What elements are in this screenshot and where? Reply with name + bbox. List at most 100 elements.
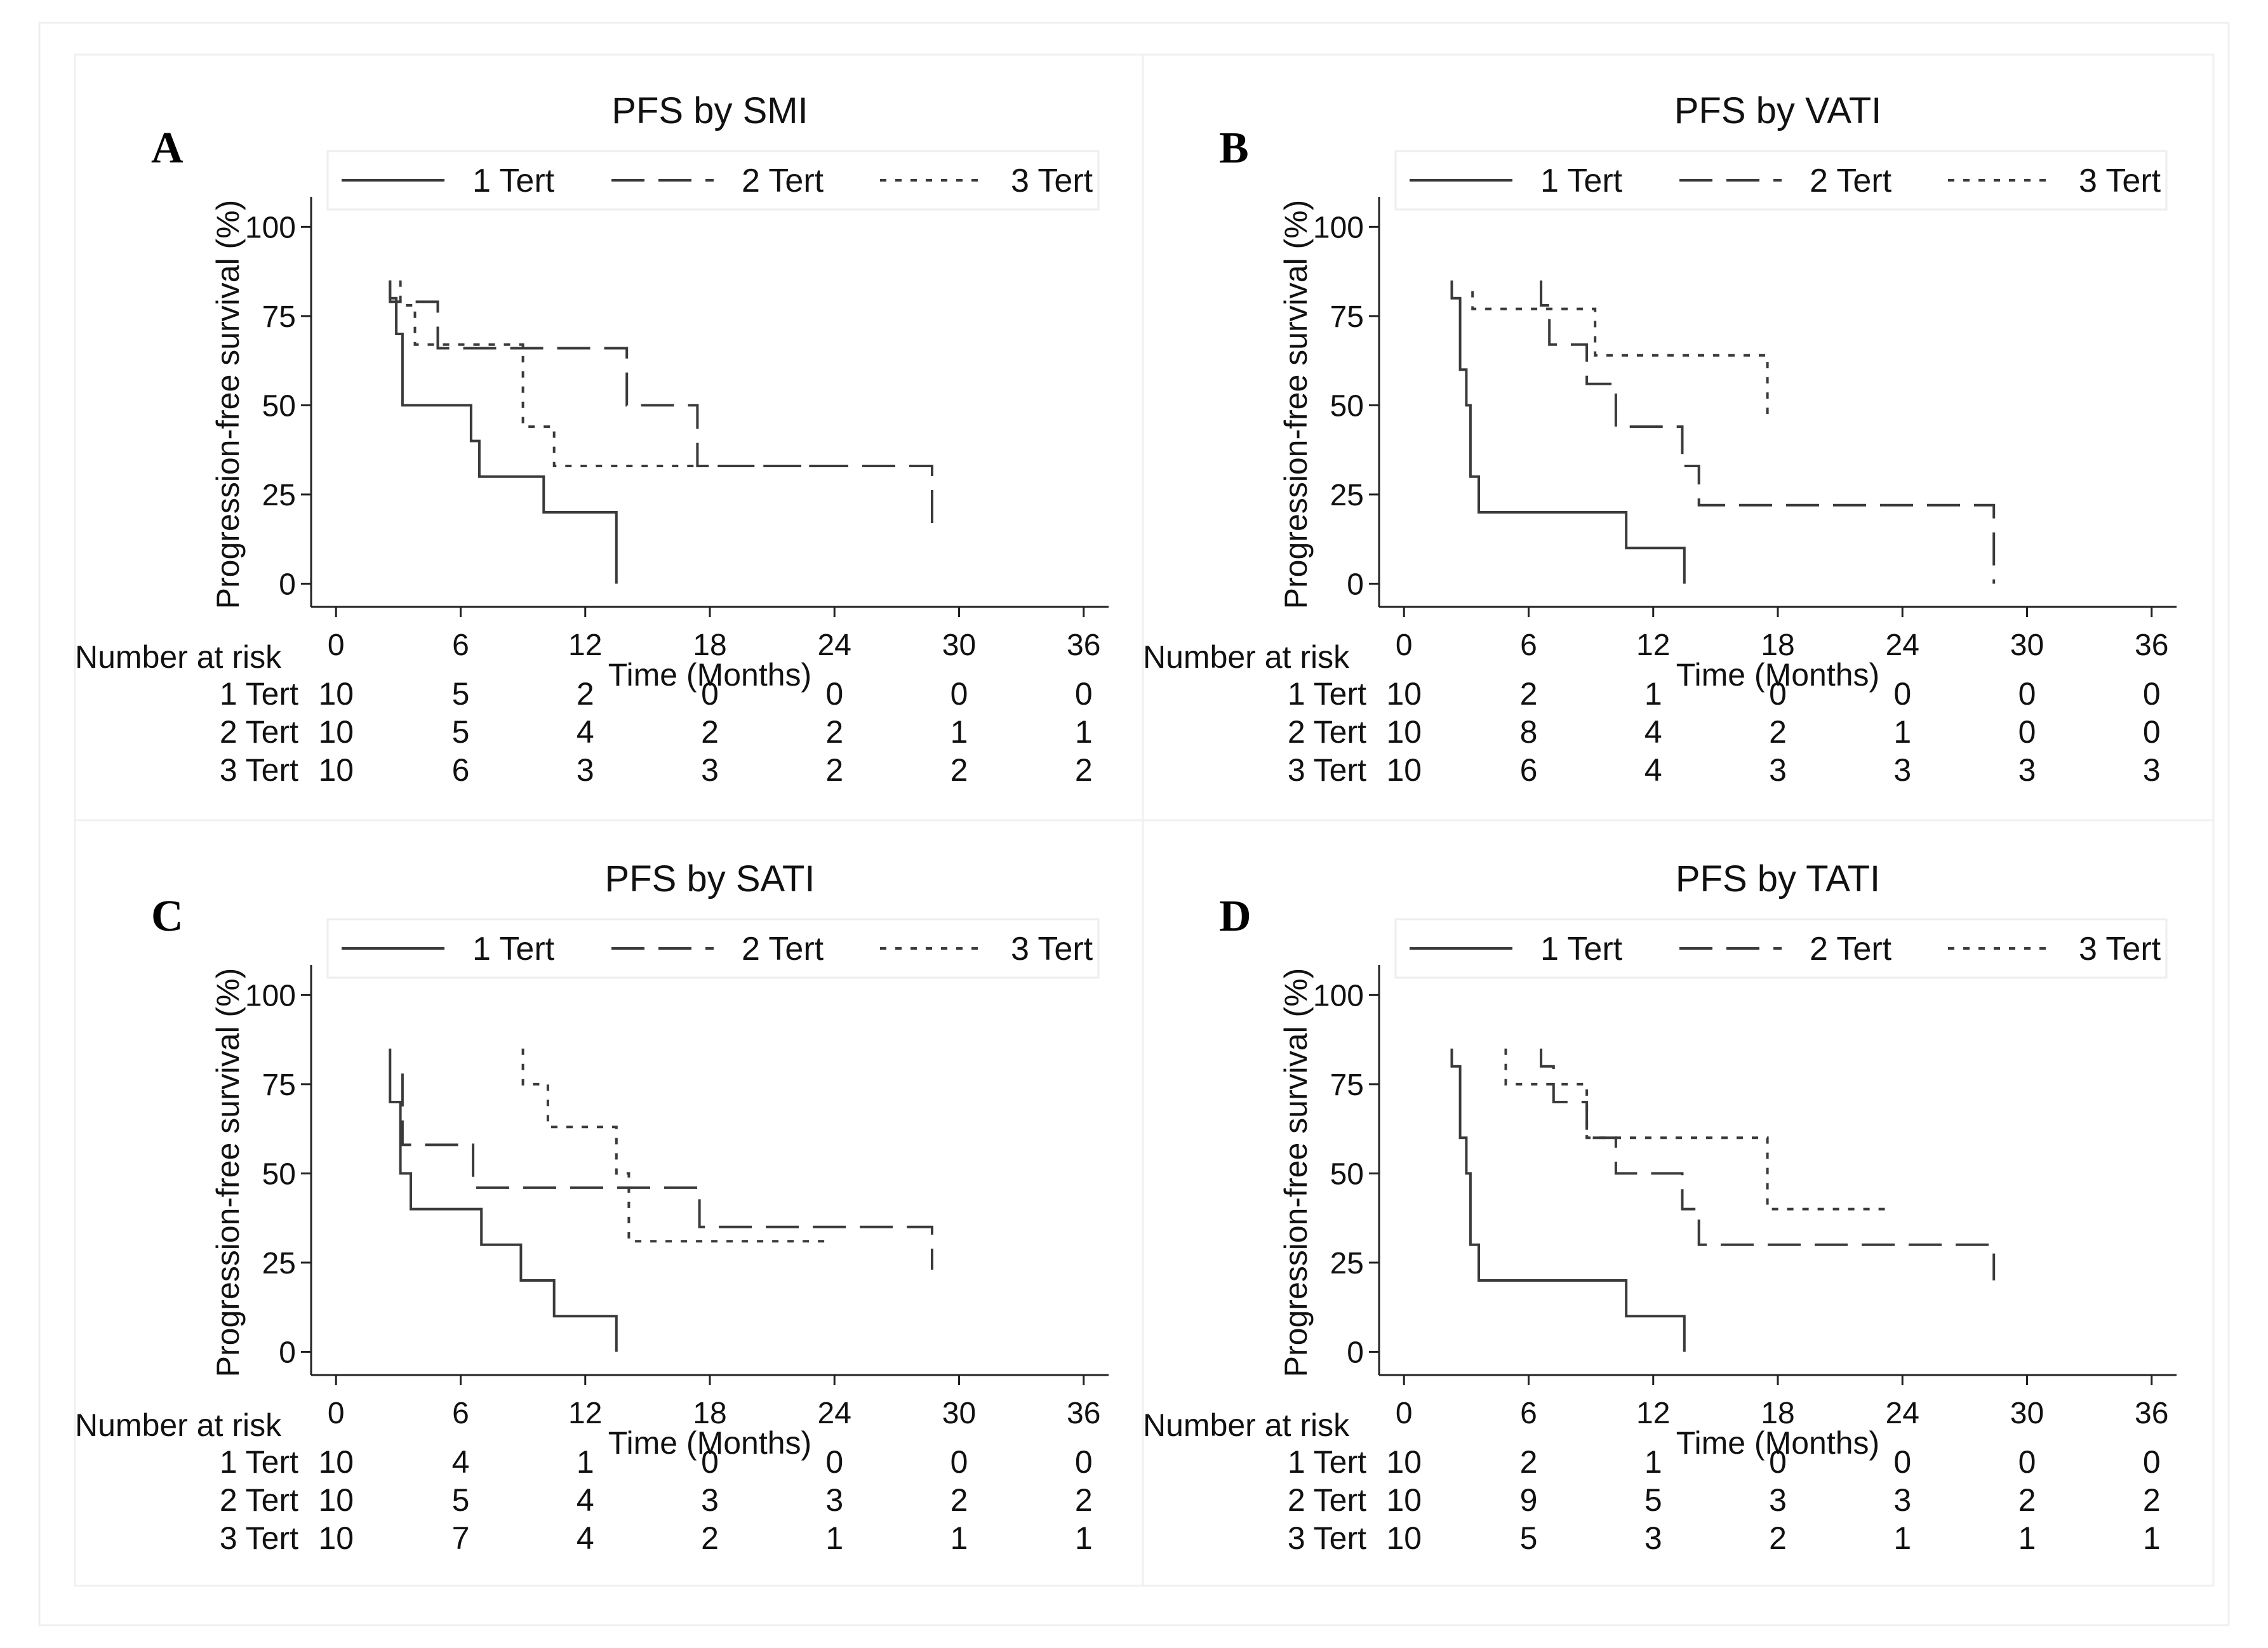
risk-value: 2: [825, 752, 843, 788]
x-tick-label: 12: [568, 628, 602, 662]
risk-value: 1: [825, 1520, 843, 1556]
risk-value: 2: [951, 1482, 968, 1518]
risk-row-label: 1 Tert: [220, 676, 298, 712]
chart-title: PFS by SATI: [605, 858, 815, 900]
risk-value: 1: [1893, 1520, 1911, 1556]
y-tick-label: 100: [1313, 211, 1364, 244]
panel-letter: C: [151, 892, 183, 941]
risk-value: 0: [951, 676, 968, 712]
risk-value: 3: [701, 752, 719, 788]
risk-value: 1: [1893, 714, 1911, 750]
legend-label-2-tert: 2 Tert: [1810, 931, 1892, 967]
risk-value: 5: [1520, 1520, 1538, 1556]
risk-value: 0: [951, 1444, 968, 1480]
x-tick-label: 0: [328, 1397, 345, 1430]
risk-value: 0: [2018, 714, 2036, 750]
chart-title: PFS by SMI: [611, 90, 808, 131]
legend: 1 Tert 2 Tert 3 Tert: [1394, 918, 2168, 979]
x-tick-label: 0: [1396, 628, 1413, 662]
x-tick-label: 12: [1636, 1397, 1670, 1430]
series-line-2-tert: [401, 1073, 933, 1270]
risk-table-header: Number at risk: [75, 1407, 282, 1443]
x-tick-label: 36: [1067, 628, 1100, 662]
y-tick-label: 50: [1330, 1157, 1364, 1191]
risk-value: 10: [318, 1444, 354, 1480]
x-tick-label: 0: [328, 628, 345, 662]
risk-value: 3: [1769, 1482, 1787, 1518]
risk-value: 3: [1893, 752, 1911, 788]
risk-value: 1: [1644, 676, 1662, 712]
y-tick-label: 25: [262, 1247, 296, 1280]
risk-row-label: 2 Tert: [1288, 714, 1366, 750]
risk-value: 3: [1893, 1482, 1911, 1518]
y-tick-label: 0: [279, 1336, 296, 1369]
chart-title: PFS by TATI: [1676, 858, 1880, 900]
risk-value: 10: [1386, 1482, 1422, 1518]
risk-row-label: 2 Tert: [220, 1482, 298, 1518]
risk-value: 2: [2143, 1482, 2161, 1518]
y-tick-label: 25: [1330, 479, 1364, 512]
x-axis-label: Time (Months): [608, 1425, 811, 1461]
risk-value: 1: [951, 1520, 968, 1556]
y-tick-label: 0: [1347, 568, 1364, 601]
risk-value: 0: [1893, 676, 1911, 712]
x-tick-label: 24: [818, 628, 851, 662]
legend-label-2-tert: 2 Tert: [742, 163, 824, 199]
risk-value: 2: [1075, 1482, 1093, 1518]
risk-value: 10: [318, 676, 354, 712]
risk-value: 10: [318, 1482, 354, 1518]
risk-value: 4: [577, 1520, 594, 1556]
x-tick-label: 36: [2135, 628, 2168, 662]
x-tick-label: 30: [2010, 1397, 2044, 1430]
risk-row-label: 3 Tert: [1288, 752, 1366, 788]
risk-value: 3: [1644, 1520, 1662, 1556]
risk-value: 0: [1075, 676, 1093, 712]
risk-value: 3: [2143, 752, 2161, 788]
risk-value: 0: [2143, 676, 2161, 712]
risk-value: 0: [2143, 714, 2161, 750]
risk-value: 10: [1386, 1444, 1422, 1480]
legend-label-1-tert: 1 Tert: [472, 163, 555, 199]
risk-value: 0: [701, 676, 719, 712]
risk-value: 0: [825, 676, 843, 712]
risk-value: 2: [701, 1520, 719, 1556]
panel-letter: B: [1219, 124, 1249, 173]
risk-value: 1: [1644, 1444, 1662, 1480]
x-tick-label: 18: [1761, 1397, 1794, 1430]
risk-value: 7: [452, 1520, 470, 1556]
risk-value: 2: [701, 714, 719, 750]
risk-value: 2: [1520, 676, 1538, 712]
risk-value: 4: [577, 1482, 594, 1518]
risk-value: 4: [452, 1444, 470, 1480]
legend-label-1-tert: 1 Tert: [1540, 163, 1623, 199]
y-tick-label: 75: [1330, 1068, 1364, 1102]
legend-label-3-tert: 3 Tert: [2079, 931, 2161, 967]
x-tick-label: 12: [1636, 628, 1670, 662]
x-tick-label: 6: [452, 628, 469, 662]
series-line-2-tert: [389, 280, 933, 527]
risk-value: 3: [701, 1482, 719, 1518]
y-axis-label: Progression-free survival (%): [210, 968, 246, 1378]
x-axis-label: Time (Months): [1676, 657, 1879, 693]
risk-value: 1: [2018, 1520, 2036, 1556]
risk-value: 3: [1769, 752, 1787, 788]
y-tick-label: 100: [245, 211, 296, 244]
risk-table-header: Number at risk: [1143, 639, 1350, 675]
legend: 1 Tert 2 Tert 3 Tert: [326, 150, 1100, 211]
risk-value: 9: [1520, 1482, 1538, 1518]
x-tick-label: 18: [693, 628, 726, 662]
risk-value: 3: [577, 752, 594, 788]
risk-value: 0: [701, 1444, 719, 1480]
legend: 1 Tert 2 Tert 3 Tert: [1394, 150, 2168, 211]
risk-value: 10: [1386, 1520, 1422, 1556]
x-tick-label: 36: [1067, 1397, 1100, 1430]
risk-value: 2: [2018, 1482, 2036, 1518]
y-axis-label: Progression-free survival (%): [1278, 200, 1314, 609]
y-tick-label: 25: [1330, 1247, 1364, 1280]
risk-value: 4: [1644, 714, 1662, 750]
y-tick-label: 75: [1330, 300, 1364, 334]
